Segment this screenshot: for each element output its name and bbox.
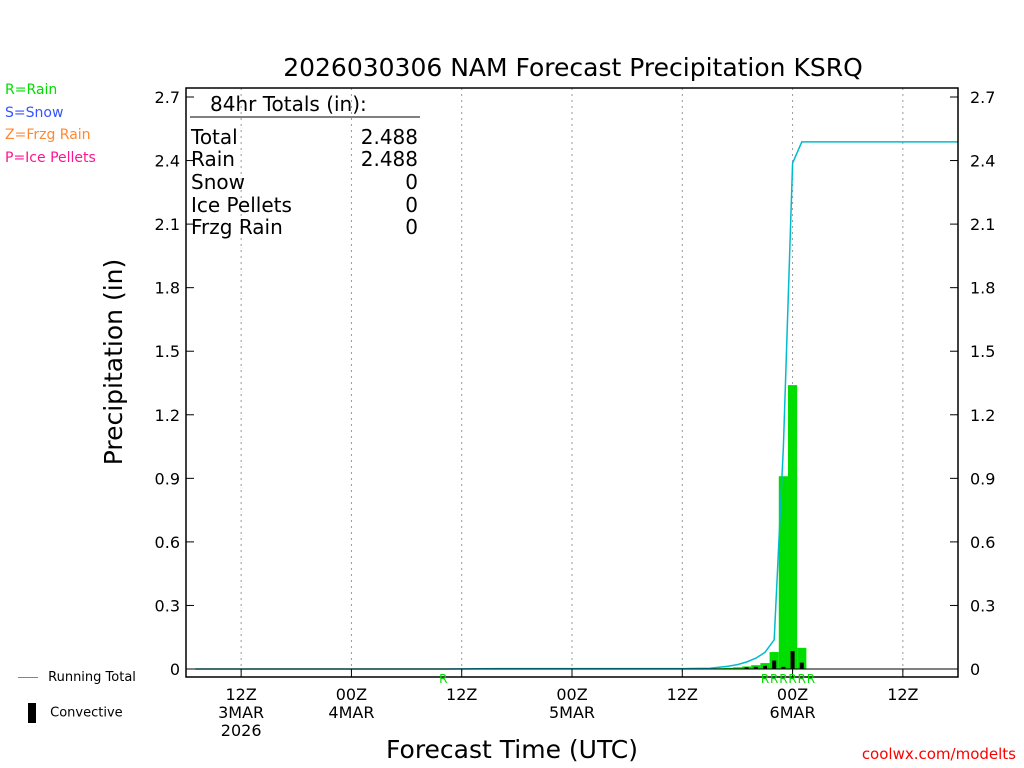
running-total-swatch	[18, 677, 38, 678]
x-tick-label: 12Z	[667, 685, 698, 704]
rain-bar	[787, 385, 798, 669]
y-tick-label-left: 0.9	[155, 469, 180, 488]
x-tick-label: 12Z	[446, 685, 477, 704]
totals-frzg-label: Frzg Rain	[191, 215, 283, 239]
x-tick-label: 5MAR	[549, 703, 595, 722]
y-tick-label-right: 2.4	[970, 152, 995, 171]
chart-title: 2026030306 NAM Forecast Precipitation KS…	[283, 53, 863, 82]
convective-bar	[763, 665, 767, 669]
totals-box: 84hr Totals (in): Total 2.488 Rain 2.488…	[190, 92, 420, 239]
precip-type-marker: R	[798, 672, 806, 686]
totals-ice-value: 0	[405, 193, 418, 217]
rain-bar	[732, 667, 743, 669]
legend-snow-label: S=Snow	[5, 105, 64, 121]
y-tick-label-left: 0	[170, 660, 180, 679]
totals-snow-label: Snow	[191, 170, 245, 194]
x-tick-label: 12Z	[225, 685, 256, 704]
precip-type-marker: R	[439, 672, 447, 686]
rain-bar	[797, 647, 807, 669]
y-tick-label-left: 0.6	[155, 533, 180, 552]
x-tick-label: 2026	[221, 721, 262, 740]
rain-bar	[723, 667, 733, 669]
x-tick-label: 4MAR	[328, 703, 374, 722]
legend-ice-label: P=Ice Pellets	[5, 150, 96, 166]
legend-convective: Convective	[28, 703, 123, 723]
credit-link[interactable]: coolwx.com/modelts	[861, 745, 1016, 763]
totals-ice-label: Ice Pellets	[191, 193, 292, 217]
bars-layer	[705, 385, 807, 669]
precip-type-marker: R	[770, 672, 778, 686]
y-tick-label-right: 1.2	[970, 406, 995, 425]
convective-bar	[799, 662, 804, 669]
y-tick-label-right: 0.9	[970, 469, 995, 488]
precip-type-marker: R	[761, 672, 769, 686]
x-tick-label: 00Z	[777, 685, 808, 704]
running-total-line	[195, 141, 958, 670]
y-tick-label-right: 1.8	[970, 279, 995, 298]
legend-ice: P=Ice Pellets	[5, 150, 96, 166]
running-total-label: Running Total	[48, 670, 136, 685]
y-tick-label-left: 0.3	[155, 596, 180, 615]
legend-snow: S=Snow	[5, 105, 63, 121]
y-tick-label-left: 1.8	[155, 279, 180, 298]
y-tick-label-right: 2.1	[970, 215, 995, 234]
grid-layer	[240, 88, 904, 677]
legend-rain-label: R=Rain	[5, 82, 58, 98]
convective-bar	[753, 666, 758, 669]
convective-bar	[790, 650, 795, 669]
x-axis-label: Forecast Time (UTC)	[386, 735, 638, 764]
y-tick-label-left: 2.1	[155, 215, 180, 234]
convective-swatch	[28, 703, 36, 723]
legend-running-total: Running Total	[18, 670, 136, 685]
ticks-layer: 0 00.3 0.30.6 0.60.9 0.91.2 1.21.5 1.51.8 1.82.…	[155, 88, 996, 740]
convective-label: Convective	[50, 705, 123, 721]
totals-frzg-value: 0	[405, 215, 418, 239]
legend-rain: R=Rain	[5, 82, 57, 98]
convective-bar	[781, 666, 786, 669]
legend-frzg: Z=Frzg Rain	[5, 127, 91, 143]
rain-bar	[778, 476, 788, 669]
y-tick-label-right: 0.3	[970, 596, 995, 615]
precip-type-marker: R	[807, 672, 815, 686]
totals-snow-value: 0	[405, 170, 418, 194]
y-axis-label: Precipitation (in)	[99, 259, 128, 466]
totals-rain-value: 2.488	[361, 147, 418, 171]
x-tick-label: 00Z	[336, 685, 367, 704]
totals-heading: 84hr Totals (in):	[210, 92, 367, 116]
y-tick-label-left: 2.7	[155, 88, 180, 107]
x-tick-label: 3MAR	[218, 703, 264, 722]
totals-total-value: 2.488	[361, 125, 418, 149]
y-tick-label-right: 2.7	[970, 88, 995, 107]
y-tick-label-left: 2.4	[155, 152, 180, 171]
convective-bar	[772, 660, 777, 669]
x-tick-label: 6MAR	[770, 703, 816, 722]
y-tick-label-right: 1.5	[970, 342, 995, 361]
x-tick-label: 12Z	[887, 685, 918, 704]
y-tick-label-left: 1.5	[155, 342, 180, 361]
legend-frzg-label: Z=Frzg Rain	[5, 127, 91, 143]
y-tick-label-right: 0	[970, 660, 980, 679]
precip-type-marker: R	[779, 672, 787, 686]
y-tick-label-right: 0.6	[970, 533, 995, 552]
precip-type-marker: R	[788, 672, 796, 686]
totals-total-label: Total	[190, 125, 238, 149]
x-tick-label: 00Z	[556, 685, 587, 704]
convective-bar	[744, 667, 749, 669]
y-tick-label-left: 1.2	[155, 406, 180, 425]
line-layer	[195, 141, 958, 670]
totals-rain-label: Rain	[191, 147, 235, 171]
